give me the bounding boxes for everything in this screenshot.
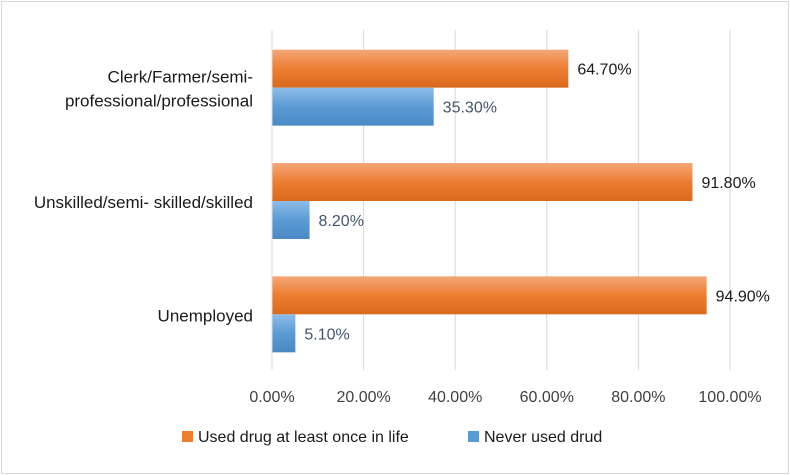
x-tick-label: 40.00% bbox=[428, 389, 482, 406]
data-label-never-used: 5.10% bbox=[304, 326, 349, 343]
bar-used-drug bbox=[272, 49, 569, 88]
legend-swatch-never-used bbox=[468, 431, 479, 442]
x-tick-label: 20.00% bbox=[336, 389, 390, 406]
x-tick-label: 0.00% bbox=[249, 389, 294, 406]
data-label-used-drug: 64.70% bbox=[577, 62, 631, 79]
category-label: Unemployed bbox=[158, 306, 253, 325]
x-tick-label: 80.00% bbox=[611, 389, 665, 406]
bar-used-drug bbox=[272, 163, 693, 201]
data-label-used-drug: 94.90% bbox=[716, 288, 770, 305]
bar-never-used bbox=[272, 87, 434, 126]
legend-label-used-drug: Used drug at least once in life bbox=[198, 429, 409, 446]
x-tick-label: 60.00% bbox=[520, 389, 574, 406]
x-tick-label: 100.00% bbox=[698, 389, 761, 406]
data-label-never-used: 8.20% bbox=[319, 213, 364, 230]
data-label-used-drug: 91.80% bbox=[701, 175, 755, 192]
bar-used-drug bbox=[272, 276, 707, 315]
bar-never-used bbox=[272, 201, 310, 239]
category-label: professional/professional bbox=[65, 92, 253, 111]
category-label: Clerk/Farmer/semi- bbox=[108, 68, 253, 87]
data-label-never-used: 35.30% bbox=[443, 100, 497, 117]
category-label: Unskilled/semi- skilled/skilled bbox=[34, 193, 253, 212]
legend-swatch-used-drug bbox=[182, 431, 193, 442]
bar-never-used bbox=[272, 314, 296, 353]
legend-label-never-used: Never used drud bbox=[484, 429, 602, 446]
